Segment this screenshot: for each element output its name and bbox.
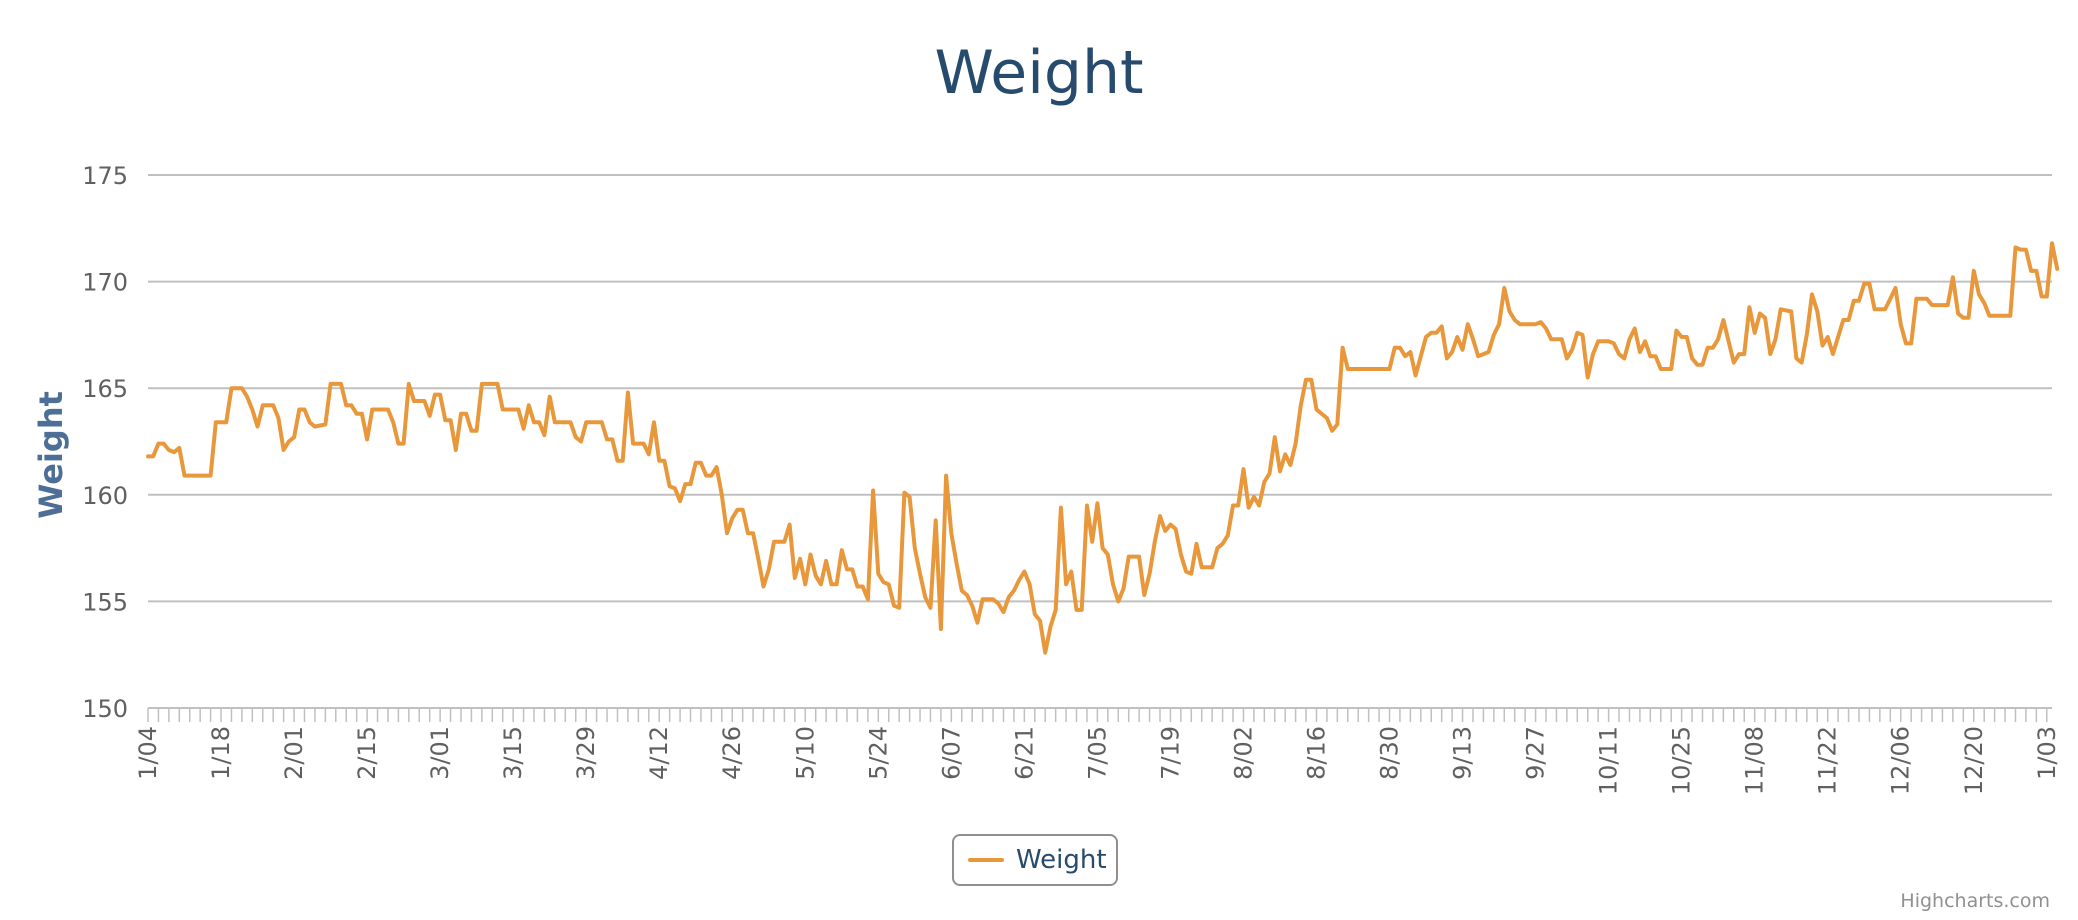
y-tick-label: 165: [82, 375, 128, 403]
x-tick-label: 10/25: [1668, 726, 1696, 795]
y-tick-label: 160: [82, 482, 128, 510]
y-tick-label: 155: [82, 588, 128, 616]
x-tick-label: 11/22: [1814, 726, 1842, 795]
y-axis-title: Weight: [32, 391, 70, 519]
x-tick-label: 6/21: [1010, 726, 1038, 780]
x-tick-label: 10/11: [1595, 726, 1623, 795]
x-tick-label: 1/18: [207, 726, 235, 780]
chart-title: Weight: [934, 38, 1144, 108]
x-tick-label: 1/03: [2033, 726, 2061, 780]
x-tick-label: 3/01: [426, 726, 454, 780]
x-tick-label: 12/20: [1960, 726, 1988, 795]
x-tick-label: 8/16: [1302, 726, 1330, 780]
y-tick-label: 150: [82, 695, 128, 723]
x-tick-label: 6/07: [937, 726, 965, 780]
y-tick-label: 170: [82, 269, 128, 297]
legend-label: Weight: [1016, 845, 1107, 875]
series-group: [146, 241, 2060, 655]
x-tick-label: 12/06: [1887, 726, 1915, 795]
legend-swatch: [968, 858, 1004, 862]
x-tick-label: 7/05: [1083, 726, 1111, 780]
grid-lines: [148, 174, 2052, 603]
y-tick-label: 175: [82, 162, 128, 190]
x-tick-label: 4/26: [718, 726, 746, 780]
x-tick-label: 3/29: [572, 726, 600, 780]
x-tick-label: 5/24: [864, 726, 892, 780]
x-tick-label: 4/12: [645, 726, 673, 780]
x-tick-label: 2/15: [353, 726, 381, 780]
x-tick-label: 8/02: [1229, 726, 1257, 780]
y-axis-ticks: 150 155 160 165 170 175: [82, 162, 128, 723]
x-axis: 1/04 1/18 2/01 2/15 3/01 3/15 3/29 4/12 4/26 5/10…: [134, 707, 2061, 795]
legend-item-weight[interactable]: Weight: [952, 834, 1118, 886]
credits-link[interactable]: Highcharts.com: [1900, 890, 2050, 912]
x-tick-label: 7/19: [1156, 726, 1184, 780]
series-line-weight: [146, 241, 2060, 655]
x-tick-label: 3/15: [499, 726, 527, 780]
x-tick-label: 11/08: [1741, 726, 1769, 795]
x-tick-label: 1/04: [134, 726, 162, 780]
x-tick-label: 9/27: [1522, 726, 1550, 780]
x-tick-label: 2/01: [280, 726, 308, 780]
x-tick-label: 9/13: [1449, 726, 1477, 780]
x-tick-label: 5/10: [791, 726, 819, 780]
x-tick-label: 8/30: [1376, 726, 1404, 780]
